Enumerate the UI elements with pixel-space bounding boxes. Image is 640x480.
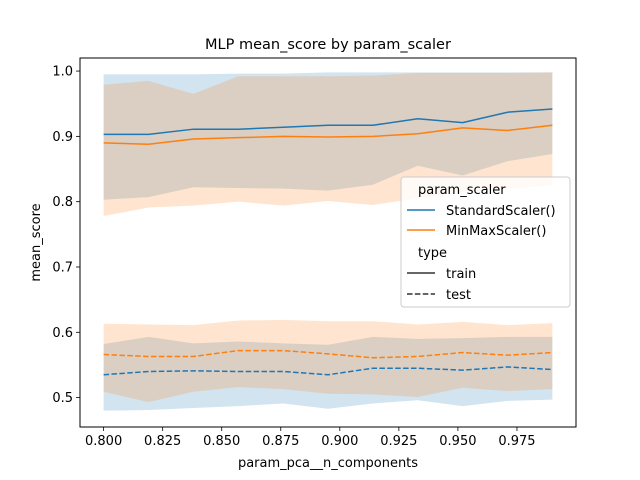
- legend-frame: [400, 176, 571, 308]
- line-standardscaler-train: [103, 108, 553, 136]
- x-tick-label: 0.975: [498, 434, 535, 449]
- x-axis-label: param_pca__n_components: [238, 456, 418, 471]
- legend: param_scaler StandardScaler() MinMaxScal…: [400, 176, 571, 308]
- legend-label-test: test: [446, 288, 471, 303]
- y-axis-ticks: 0.5 0.6 0.7 0.8 0.9 1.0: [52, 65, 80, 406]
- x-tick-label: 0.875: [262, 434, 299, 449]
- y-tick-label: 0.8: [52, 195, 73, 210]
- legend-label-train: train: [446, 267, 476, 282]
- y-tick-label: 0.9: [52, 130, 73, 145]
- x-tick-label: 0.925: [380, 434, 417, 449]
- band-minmaxscaler-test: [103, 319, 553, 403]
- y-axis-label: mean_score: [29, 203, 44, 281]
- legend-label-minmaxscaler: MinMaxScaler(): [446, 224, 546, 239]
- x-tick-label: 0.850: [203, 434, 240, 449]
- y-tick-label: 0.6: [52, 326, 73, 341]
- y-tick-label: 0.7: [52, 260, 73, 275]
- line-minmaxscaler-train: [103, 124, 553, 145]
- y-tick-label: 1.0: [52, 65, 73, 80]
- x-tick-label: 0.800: [85, 434, 122, 449]
- band-standardscaler-test: [103, 336, 553, 411]
- x-tick-label: 0.825: [144, 434, 181, 449]
- chart-title: MLP mean_score by param_scaler: [205, 37, 451, 53]
- line-standardscaler-test: [103, 366, 553, 376]
- x-tick-label: 0.950: [439, 434, 476, 449]
- plot-frame: [79, 57, 577, 428]
- band-standardscaler-train: [103, 72, 553, 200]
- line-minmaxscaler-test: [103, 349, 553, 359]
- legend-hue-title: param_scaler: [418, 183, 506, 198]
- x-tick-label: 0.900: [321, 434, 358, 449]
- series-lines: [103, 108, 553, 376]
- x-axis-ticks: 0.800 0.825 0.850 0.875 0.900 0.925 0.950 0.975: [85, 427, 536, 449]
- y-tick-label: 0.5: [52, 391, 73, 406]
- legend-style-title: type: [418, 246, 447, 261]
- legend-label-standardscaler: StandardScaler(): [446, 204, 556, 219]
